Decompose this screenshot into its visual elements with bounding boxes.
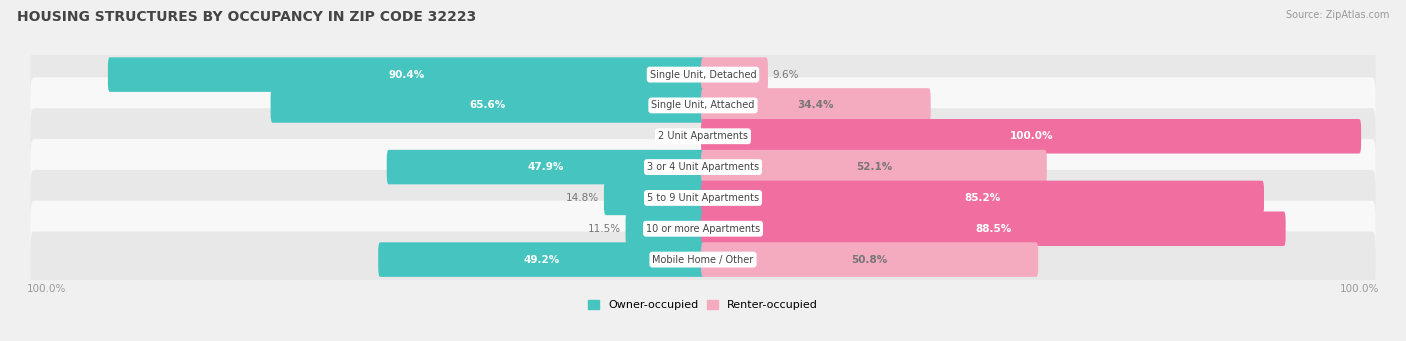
FancyBboxPatch shape (31, 232, 1375, 288)
FancyBboxPatch shape (626, 211, 704, 246)
Text: 5 to 9 Unit Apartments: 5 to 9 Unit Apartments (647, 193, 759, 203)
Text: 65.6%: 65.6% (470, 101, 506, 110)
FancyBboxPatch shape (702, 242, 1038, 277)
Text: Single Unit, Attached: Single Unit, Attached (651, 101, 755, 110)
Text: 85.2%: 85.2% (965, 193, 1001, 203)
FancyBboxPatch shape (31, 77, 1375, 133)
FancyBboxPatch shape (31, 46, 1375, 103)
Text: 52.1%: 52.1% (856, 162, 891, 172)
FancyBboxPatch shape (270, 88, 704, 123)
Text: 90.4%: 90.4% (388, 70, 425, 79)
FancyBboxPatch shape (702, 57, 768, 92)
FancyBboxPatch shape (702, 211, 1285, 246)
Text: Single Unit, Detached: Single Unit, Detached (650, 70, 756, 79)
FancyBboxPatch shape (31, 201, 1375, 257)
Text: 88.5%: 88.5% (976, 224, 1011, 234)
Text: 11.5%: 11.5% (588, 224, 621, 234)
Text: 9.6%: 9.6% (772, 70, 799, 79)
Text: 0.0%: 0.0% (671, 131, 696, 141)
Text: 10 or more Apartments: 10 or more Apartments (645, 224, 761, 234)
Text: 49.2%: 49.2% (523, 255, 560, 265)
FancyBboxPatch shape (31, 108, 1375, 164)
Text: 100.0%: 100.0% (1010, 131, 1053, 141)
FancyBboxPatch shape (31, 170, 1375, 226)
FancyBboxPatch shape (702, 119, 1361, 153)
Legend: Owner-occupied, Renter-occupied: Owner-occupied, Renter-occupied (583, 295, 823, 315)
Text: 2 Unit Apartments: 2 Unit Apartments (658, 131, 748, 141)
FancyBboxPatch shape (378, 242, 704, 277)
Text: Mobile Home / Other: Mobile Home / Other (652, 255, 754, 265)
Text: 34.4%: 34.4% (797, 101, 834, 110)
Text: Source: ZipAtlas.com: Source: ZipAtlas.com (1285, 10, 1389, 20)
FancyBboxPatch shape (605, 181, 704, 215)
FancyBboxPatch shape (387, 150, 704, 184)
Text: 47.9%: 47.9% (527, 162, 564, 172)
FancyBboxPatch shape (31, 139, 1375, 195)
FancyBboxPatch shape (702, 88, 931, 123)
Text: 14.8%: 14.8% (567, 193, 599, 203)
Text: HOUSING STRUCTURES BY OCCUPANCY IN ZIP CODE 32223: HOUSING STRUCTURES BY OCCUPANCY IN ZIP C… (17, 10, 477, 24)
FancyBboxPatch shape (702, 181, 1264, 215)
Text: 50.8%: 50.8% (852, 255, 887, 265)
Text: 3 or 4 Unit Apartments: 3 or 4 Unit Apartments (647, 162, 759, 172)
FancyBboxPatch shape (702, 150, 1047, 184)
FancyBboxPatch shape (108, 57, 704, 92)
